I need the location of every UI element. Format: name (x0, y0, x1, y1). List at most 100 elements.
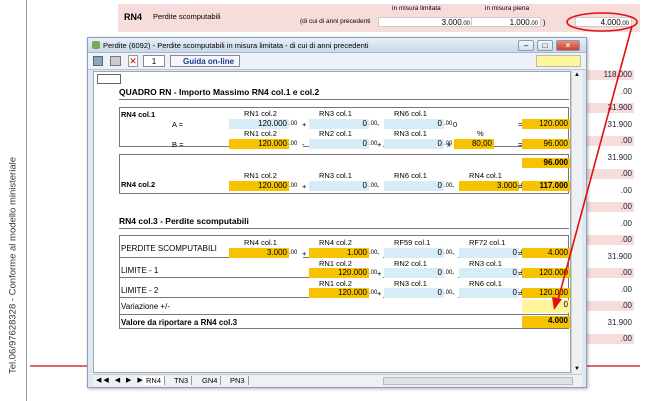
limite2-label: LIMITE - 2 (121, 286, 159, 295)
delete-icon[interactable]: ✕ (128, 55, 138, 67)
scroll-up-icon[interactable]: ▲ (574, 72, 580, 78)
tab-nav-icons[interactable]: ◀◀ ◀ ▶ ▶▶ (96, 377, 153, 384)
scroll-down-icon[interactable]: ▼ (574, 366, 580, 372)
tab-pn3[interactable]: PN3 (227, 376, 249, 385)
c2-value-2[interactable]: 0 (309, 181, 369, 191)
close-button[interactable]: × (556, 40, 580, 51)
a-header-1: RN1 col.2 (244, 109, 277, 118)
ps-value-2[interactable]: 1.000 (309, 248, 369, 258)
print-icon[interactable] (110, 56, 121, 66)
variazione-label: Variazione +/- (121, 302, 170, 311)
ps-op-1: + (302, 249, 307, 258)
lim2-value-2[interactable]: 0 (384, 288, 444, 298)
lim1-decimal-2: .00 (444, 268, 458, 278)
perdite-box (119, 235, 569, 329)
b-percent-value[interactable]: 80,00 (454, 139, 494, 149)
perdite-scomputabili-label: PERDITE SCOMPUTABILI (121, 244, 217, 253)
a-result[interactable]: 120.000 (522, 119, 570, 129)
c2-result[interactable]: 117.000 (522, 181, 570, 191)
a-value-1[interactable]: 120.000 (229, 119, 289, 129)
min-result[interactable]: 96.000 (522, 158, 570, 168)
form-cells: RN1 col.2 RN3 col.1 RN6 col.1 120.000.00 0.0… (94, 72, 572, 372)
section1-title: QUADRO RN - Importo Massimo RN4 col.1 e … (119, 87, 320, 97)
lim1-result[interactable]: 120.000 (522, 268, 570, 278)
lim1-header-2: RN2 col.1 (394, 259, 427, 268)
toolbar-yellow-field[interactable] (536, 55, 581, 67)
app-icon (92, 41, 100, 49)
a-zero-value: 0 (453, 120, 458, 129)
sheet-tabs: RN4 TN3 GN4 PN3 (143, 375, 343, 388)
lim2-decimal-1: .00 (369, 288, 383, 298)
lim2-result[interactable]: 120.000 (522, 288, 570, 298)
ps-decimal-3: .00 (444, 248, 458, 258)
highlight-ellipse (566, 12, 638, 32)
window-title: Perdite (6092) - Perdite scomputabili in… (103, 41, 369, 50)
c2-value-1[interactable]: 120.000 (229, 181, 289, 191)
section1-underline (119, 99, 569, 100)
anni-precedenti-label: (di cui di anni precedenti (300, 18, 371, 25)
a-value-3[interactable]: 0 (384, 119, 444, 129)
bg-value-limitata[interactable]: 3.000.00 (378, 17, 473, 27)
right-value: .00 (587, 334, 634, 344)
b-header-1: RN1 col.2 (244, 129, 277, 138)
lim1-op-2: - (452, 269, 455, 278)
b-header-2: RN2 col.1 (319, 129, 352, 138)
rn4-col1-label: RN4 col.1 (121, 110, 156, 119)
final-value-label: Valore da riportare a RN4 col.3 (121, 318, 238, 327)
red-arrow (552, 25, 633, 310)
small-input-box[interactable] (97, 74, 121, 84)
c2-value-4[interactable]: 3.000 (459, 181, 519, 191)
a-header-3: RN6 col.1 (394, 109, 427, 118)
ps-value-4[interactable]: 0 (459, 248, 519, 258)
section2-underline (119, 228, 569, 229)
b-result[interactable]: 96.000 (522, 139, 570, 149)
lim2-op-1: + (377, 289, 382, 298)
record-number-field[interactable]: 1 (143, 55, 165, 67)
right-value: 31.900 (587, 119, 634, 130)
lim2-header-1: RN1 col.2 (319, 279, 352, 288)
bg-value-total[interactable]: 4.000.00 (575, 17, 632, 27)
maximize-button[interactable]: □ (537, 40, 553, 51)
edit-icon[interactable] (93, 56, 103, 66)
window-titlebar: Perdite (6092) - Perdite scomputabili in… (88, 38, 586, 53)
lim1-value-3[interactable]: 0 (459, 268, 519, 278)
ps-op-2: - (377, 249, 380, 258)
lim1-decimal-1: .00 (369, 268, 383, 278)
right-value: .00 (587, 284, 634, 295)
a-op-2: - (377, 120, 380, 129)
ps-value-3[interactable]: 0 (384, 248, 444, 258)
bracket-close: ) (543, 18, 546, 27)
a-header-2: RN3 col.1 (319, 109, 352, 118)
c2-decimal-2: .00 (369, 181, 383, 191)
right-value: .00 (587, 202, 634, 212)
c2-value-3[interactable]: 0 (384, 181, 444, 191)
ps-result[interactable]: 4.000 (522, 248, 570, 258)
a-value-2[interactable]: 0 (309, 119, 369, 129)
ps-value-1[interactable]: 3.000 (229, 248, 289, 258)
bg-value-piena[interactable]: 1.000.00 (471, 17, 541, 27)
right-value: .00 (587, 136, 634, 146)
tab-rn4[interactable]: RN4 (143, 376, 166, 385)
ps-header-3: RF59 col.1 (394, 238, 431, 247)
tab-tn3[interactable]: TN3 (171, 376, 193, 385)
b-value-3[interactable]: 0 (384, 139, 444, 149)
lim1-value-1[interactable]: 120.000 (309, 268, 369, 278)
lim2-op-2: - (452, 289, 455, 298)
b-value-2[interactable]: 0 (309, 139, 369, 149)
tab-gn4[interactable]: GN4 (199, 376, 222, 385)
vertical-scrollbar[interactable]: ▲ ▼ (571, 71, 582, 373)
a-label: A = (172, 120, 184, 129)
b-value-1[interactable]: 120.000 (229, 139, 289, 149)
lim1-value-2[interactable]: 0 (384, 268, 444, 278)
lim2-value-1[interactable]: 120.000 (309, 288, 369, 298)
horizontal-scrollbar[interactable] (383, 377, 573, 385)
rn4col2-box (119, 154, 569, 194)
lim2-value-3[interactable]: 0 (459, 288, 519, 298)
help-button[interactable]: Guida on-line (170, 55, 240, 67)
final-value[interactable]: 4.000 (522, 316, 570, 328)
rn4-description: Perdite scomputabili (153, 12, 221, 21)
lim1-header-1: RN1 col.2 (319, 259, 352, 268)
a-decimal-3: .00 (444, 119, 458, 129)
minimize-button[interactable]: – (518, 40, 534, 51)
lim1-header-3: RN3 col.1 (469, 259, 502, 268)
